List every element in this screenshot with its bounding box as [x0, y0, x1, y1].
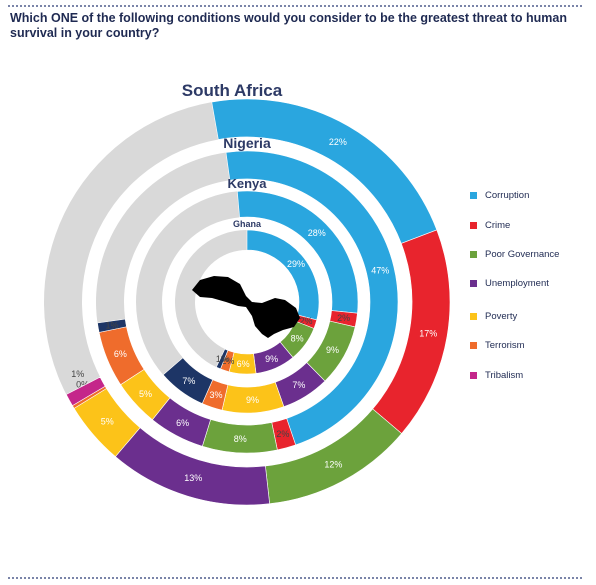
value-label-3-corruption: 29% [287, 259, 305, 269]
segment-2-other [162, 357, 214, 404]
value-label-2-poverty: 9% [246, 395, 259, 405]
legend-item-unemployment: Unemployment [470, 278, 549, 289]
legend-label: Poverty [485, 311, 518, 322]
top-dotted-divider [8, 5, 582, 7]
legend-label: Crime [485, 220, 511, 231]
legend-swatch [470, 222, 477, 229]
segment-1-other [97, 318, 127, 333]
value-label-0-corruption: 22% [329, 137, 347, 147]
ring-title-3: Ghana [233, 219, 262, 229]
value-label-2-poor_governance: 9% [326, 345, 339, 355]
bottom-dotted-divider [8, 577, 582, 579]
legend-item-crime: Crime [470, 220, 510, 231]
legend-swatch [470, 372, 477, 379]
value-label-3-other: 1% [216, 354, 229, 364]
legend-item-tribalism: Tribalism [470, 370, 523, 381]
ring-remainder-0 [43, 102, 219, 398]
segment-3-other [215, 348, 229, 370]
legend-item-poor_governance: Poor Governance [470, 249, 559, 260]
value-label-0-terrorism: 0% [76, 380, 89, 390]
ring-title-0: South Africa [182, 81, 283, 100]
value-label-0-unemployment: 13% [184, 473, 202, 483]
africa-silhouette [192, 276, 300, 338]
ring-title-1: Nigeria [223, 135, 271, 151]
legend-swatch [470, 280, 477, 287]
value-label-1-terrorism: 6% [114, 349, 127, 359]
value-label-0-tribalism: 1% [71, 369, 84, 379]
value-label-3-crime: 2% [299, 316, 312, 326]
value-label-3-poverty: 6% [237, 359, 250, 369]
value-label-2-crime: 2% [337, 313, 350, 323]
value-label-0-poor_governance: 12% [324, 459, 342, 469]
legend-swatch [470, 251, 477, 258]
legend-label: Tribalism [485, 370, 524, 381]
legend-item-poverty: Poverty [470, 311, 517, 322]
ring-remainder-1 [96, 152, 230, 324]
segment-0-tribalism [65, 376, 106, 407]
legend-label: Unemployment [485, 278, 549, 289]
legend-swatch [470, 313, 477, 320]
value-label-2-terrorism: 3% [210, 390, 223, 400]
ring-title-2: Kenya [227, 176, 267, 191]
legend-swatch [470, 192, 477, 199]
segment-1-corruption [225, 150, 399, 446]
value-label-1-poor_governance: 8% [234, 434, 247, 444]
rings-group: 22%17%12%13%5%0%1%South Africa47%2%8%6%5… [43, 81, 451, 506]
value-label-0-poverty: 5% [101, 417, 114, 427]
value-label-1-poverty: 5% [139, 389, 152, 399]
value-label-0-crime: 17% [419, 328, 437, 338]
legend-swatch [470, 342, 477, 349]
value-label-2-unemployment: 7% [292, 380, 305, 390]
value-label-2-corruption: 28% [308, 228, 326, 238]
value-label-1-corruption: 47% [371, 265, 389, 275]
legend-label: Terrorism [485, 340, 525, 351]
legend-item-terrorism: Terrorism [470, 340, 525, 351]
value-label-1-other: 1% [105, 320, 118, 330]
ring-remainder-3 [174, 230, 247, 368]
value-label-2-other: 7% [182, 376, 195, 386]
legend-item-corruption: Corruption [470, 190, 529, 201]
legend-label: Corruption [485, 190, 530, 201]
value-label-1-crime: 2% [276, 429, 289, 439]
value-label-3-poor_governance: 8% [291, 333, 304, 343]
value-label-1-unemployment: 6% [176, 418, 189, 428]
legend-label: Poor Governance [485, 249, 560, 260]
chart-question: Which ONE of the following conditions wo… [10, 11, 567, 40]
value-label-3-terrorism: 2% [221, 356, 234, 366]
ring-remainder-2 [136, 191, 240, 375]
value-label-3-unemployment: 9% [265, 354, 278, 364]
